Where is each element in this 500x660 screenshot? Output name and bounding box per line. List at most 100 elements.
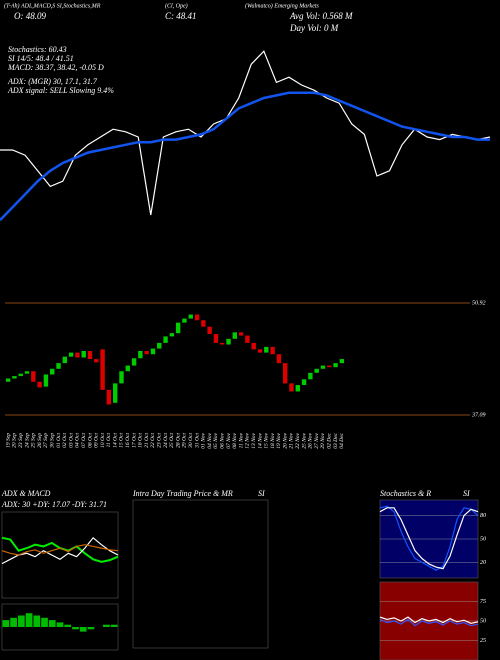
- day-vol: Day Vol: 0 M: [289, 23, 339, 33]
- candle-body: [37, 381, 42, 388]
- panel-title: ADX & MACD: [1, 489, 51, 498]
- x-tick-label: 28 Oct: [175, 433, 181, 448]
- series-line: [379, 618, 479, 627]
- candle-body: [220, 342, 225, 345]
- candle-body: [100, 349, 105, 390]
- candle-body: [12, 376, 17, 379]
- x-tick-label: 25 Sep: [31, 433, 37, 448]
- histogram-bar: [79, 627, 87, 632]
- x-tick-label: 10 Oct: [100, 433, 106, 448]
- series-line: [0, 91, 490, 222]
- x-tick-label: 24 Sep: [23, 433, 30, 448]
- candle-body: [257, 349, 263, 353]
- candle-body: [112, 383, 118, 403]
- candle-body: [62, 356, 68, 364]
- candle-body: [31, 371, 36, 382]
- stochastics: Stochastics: 60.43: [8, 45, 67, 54]
- series-line: [1, 544, 119, 556]
- y-tick-label: 20: [480, 560, 486, 566]
- x-tick-label: 01 Oct: [56, 433, 62, 448]
- panel-subtitle: SI: [463, 489, 470, 498]
- x-tick-label: 24 Oct: [162, 433, 169, 448]
- histogram-bar: [56, 622, 64, 627]
- x-tick-label: 18 Oct: [138, 433, 144, 448]
- x-tick-label: 04 Nov: [206, 432, 213, 448]
- series-line: [0, 50, 491, 216]
- candle-body: [175, 322, 181, 334]
- x-tick-label: 27 Sep: [43, 433, 49, 448]
- candle-body: [270, 346, 275, 355]
- x-tick-label: 09 Oct: [94, 433, 100, 448]
- candle-body: [131, 358, 137, 366]
- histogram-bar: [72, 627, 79, 630]
- y-tick-label: 75: [480, 599, 486, 605]
- x-tick-label: 30 Sep: [49, 433, 55, 449]
- candle-body: [320, 365, 326, 369]
- x-tick-label: 26 Sep: [37, 433, 43, 448]
- candle-body: [68, 352, 74, 357]
- x-tick-label: 22 Nov: [295, 432, 301, 448]
- candle-body: [119, 371, 124, 384]
- histogram-bar: [103, 624, 110, 627]
- histogram-bar: [33, 615, 41, 627]
- candle-body: [314, 368, 319, 373]
- y-tick-label: 50.92: [472, 300, 486, 306]
- candle-body: [163, 336, 168, 343]
- x-tick-label: 07 Oct: [81, 433, 87, 448]
- x-tick-label: 25 Nov: [301, 432, 307, 448]
- candle-body: [226, 338, 231, 345]
- y-tick-label: 25: [480, 638, 486, 644]
- candle-body: [295, 384, 300, 392]
- candle-body: [182, 318, 187, 323]
- panel-title: Intra Day Trading Price & MR: [132, 489, 233, 498]
- candle-body: [308, 372, 313, 380]
- x-tick-label: 11 Nov: [238, 432, 244, 448]
- histogram-bar: [110, 624, 118, 627]
- x-tick-label: 22 Oct: [150, 433, 156, 448]
- candle-body: [264, 346, 269, 353]
- candle-body: [106, 389, 112, 405]
- y-tick-label: 50: [480, 536, 486, 542]
- x-tick-label: 20 Nov: [282, 432, 288, 448]
- candle-body: [18, 373, 23, 377]
- histogram-bar: [17, 615, 25, 627]
- x-tick-label: 03 Oct: [68, 433, 74, 448]
- candle-body: [251, 342, 256, 350]
- x-tick-label: 31 Oct: [194, 433, 200, 449]
- x-tick-label: 27 Nov: [314, 432, 320, 448]
- panel-frame: [132, 499, 269, 649]
- candle-body: [75, 352, 80, 358]
- close: C: 48.41: [165, 11, 197, 21]
- candle-body: [157, 342, 162, 349]
- candle-body: [213, 333, 219, 343]
- x-tick-label: 14 Oct: [111, 433, 118, 448]
- candle-body: [94, 359, 99, 363]
- panel-subtitle: SI: [258, 489, 265, 498]
- candle-body: [327, 365, 332, 368]
- macd: MACD: 38.37, 38.42, -0.05 D: [7, 63, 104, 72]
- adx: ADX: (MGR) 30, 17.1, 31.7: [7, 77, 98, 86]
- indicators: (T-Ah) ADL,MACD,S SI,Stochastics,MR: [4, 2, 101, 9]
- panel-title: Stochastics & R: [380, 489, 431, 498]
- x-tick-label: 19 Sep: [5, 433, 11, 448]
- histogram-bar: [48, 620, 56, 627]
- x-tick-label: 15 Oct: [119, 433, 125, 448]
- y-tick-label: 80: [480, 513, 486, 519]
- y-tick-label: 37.09: [471, 412, 486, 418]
- x-tick-label: 03 Dec: [333, 432, 339, 448]
- candle-body: [245, 335, 250, 343]
- x-tick-label: 21 Nov: [289, 432, 295, 448]
- x-tick-label: 23 Sep: [18, 433, 24, 448]
- histogram-bar: [64, 624, 72, 627]
- candle-body: [301, 379, 307, 385]
- series-line: [379, 616, 479, 624]
- x-tick-label: 19 Nov: [276, 432, 282, 448]
- candle-body: [194, 314, 200, 321]
- x-tick-label: 07 Nov: [226, 432, 232, 448]
- x-tick-label: 08 Nov: [232, 432, 238, 448]
- x-tick-label: 06 Nov: [219, 432, 225, 448]
- histogram-bar: [41, 617, 48, 627]
- x-tick-label: 20 Sep: [12, 433, 18, 448]
- x-tick-label: 23 Oct: [157, 433, 163, 448]
- candle-body: [5, 378, 11, 382]
